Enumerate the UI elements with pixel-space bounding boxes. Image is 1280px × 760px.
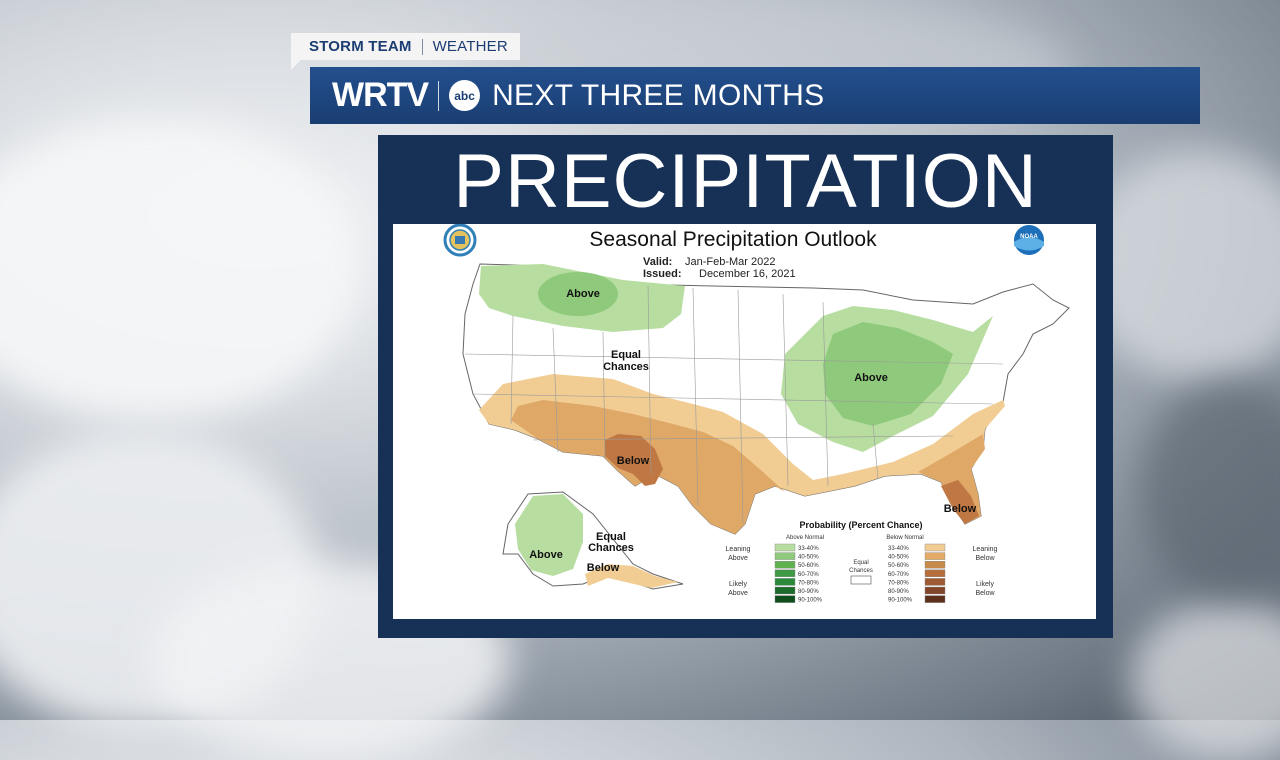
commerce-seal-icon [443,224,477,257]
map-title: Seasonal Precipitation Outlook [589,228,877,251]
legend-below-swatch [924,595,946,603]
legend-leaning-above-2: Above [728,555,748,562]
outlook-map-svg: NOAA Seasonal Precipitation Outlook Vali… [443,224,1070,604]
legend-above-range: 33-40% [798,546,819,552]
legend-below-range: 60-70% [888,572,909,578]
legend-below-swatch [924,552,946,560]
label-equal-ak-2: Chances [588,542,634,554]
legend-above-range: 50-60% [798,563,819,569]
legend-above-swatch [774,595,796,603]
below-region-ak [585,564,678,588]
label-below-sw: Below [617,455,650,467]
legend-above-range: 70-80% [798,580,819,586]
label-below-se: Below [944,503,977,515]
abc-logo-icon: abc [449,80,481,111]
legend-below-range: 80-90% [888,589,909,595]
panel-title: PRECIPITATION [453,139,1038,224]
legend-below-range: 70-80% [888,580,909,586]
legend: Probability (Percent Chance) Above Norma… [726,520,998,604]
label-above-ak: Above [529,549,563,561]
legend-below-range: 90-100% [888,598,913,604]
legend-above-swatch [774,569,796,577]
legend-rows: 33-40% 33-40% 40-50% 40-50% 50-60% 50-60% 60-7… [774,543,946,604]
legend-leaning-below-2: Below [975,555,995,562]
legend-likely-above-1: Likely [729,581,747,588]
legend-below-range: 50-60% [888,563,909,569]
label-above-glakes: Above [854,372,888,384]
legend-above-range: 90-100% [798,598,823,604]
label-equal-center-2: Chances [603,361,649,373]
legend-below-swatch [924,569,946,577]
storm-team-tag: STORM TEAM WEATHER [291,33,520,60]
brand-logo: WRTV [332,76,429,114]
legend-below-header: Below Normal [886,535,923,541]
legend-above-swatch [774,561,796,569]
legend-above-swatch [774,586,796,595]
noaa-logo-text: NOAA [1020,234,1038,240]
title-bar: WRTV abc NEXT THREE MONTHS [310,67,1200,124]
legend-equal-1: Equal [853,560,868,566]
above-40-50-region-glakes [823,322,953,426]
legend-above-range: 40-50% [798,555,819,561]
noaa-logo-icon: NOAA [1014,225,1044,255]
label-equal-ak-1: Equal [596,531,626,543]
legend-above-header: Above Normal [786,535,824,541]
legend-title: Probability (Percent Chance) [799,520,922,530]
state-borders [464,285,1004,525]
legend-likely-below-2: Below [975,590,995,597]
above-40-50-region-nw [538,272,618,316]
label-equal-center-1: Equal [611,349,641,361]
tag-tail [291,60,301,70]
below-50-60-region-fl [941,480,979,524]
below-50-60-region-sw [605,434,663,486]
tag-main: STORM TEAM [309,38,412,55]
legend-equal-2: Chances [849,568,873,574]
legend-below-swatch [924,543,946,552]
legend-above-swatch [774,552,796,560]
tag-divider [421,38,423,55]
label-below-ak: Below [587,562,620,574]
main-panel: PRECIPITATION NOAA Seasonal Precipitatio… [378,135,1113,638]
issued-value: December 16, 2021 [699,268,796,280]
label-above-nw: Above [566,288,600,300]
valid-label: Valid: [643,256,672,268]
legend-below-range: 40-50% [888,555,909,561]
issued-label: Issued: [643,268,682,280]
legend-above-swatch [774,543,796,552]
above-33-40-region-ak [515,494,583,576]
legend-below-swatch [924,586,946,595]
legend-below-swatch [924,578,946,586]
legend-above-range: 80-90% [798,589,819,595]
legend-equal-swatch [850,575,872,585]
tag-sub: WEATHER [432,38,508,55]
legend-leaning-above-1: Leaning [726,546,751,553]
brand-divider [438,80,440,111]
legend-below-swatch [924,561,946,569]
outlook-map: NOAA Seasonal Precipitation Outlook Vali… [393,224,1096,619]
valid-value: Jan-Feb-Mar 2022 [685,256,776,268]
bar-title: NEXT THREE MONTHS [492,78,825,112]
legend-below-range: 33-40% [888,546,909,552]
legend-above-swatch [774,578,796,586]
legend-likely-below-1: Likely [976,581,994,588]
legend-leaning-below-1: Leaning [973,546,998,553]
legend-likely-above-2: Above [728,590,748,597]
legend-above-range: 60-70% [798,572,819,578]
